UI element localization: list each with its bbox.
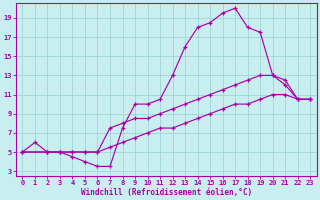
X-axis label: Windchill (Refroidissement éolien,°C): Windchill (Refroidissement éolien,°C)	[81, 188, 252, 197]
